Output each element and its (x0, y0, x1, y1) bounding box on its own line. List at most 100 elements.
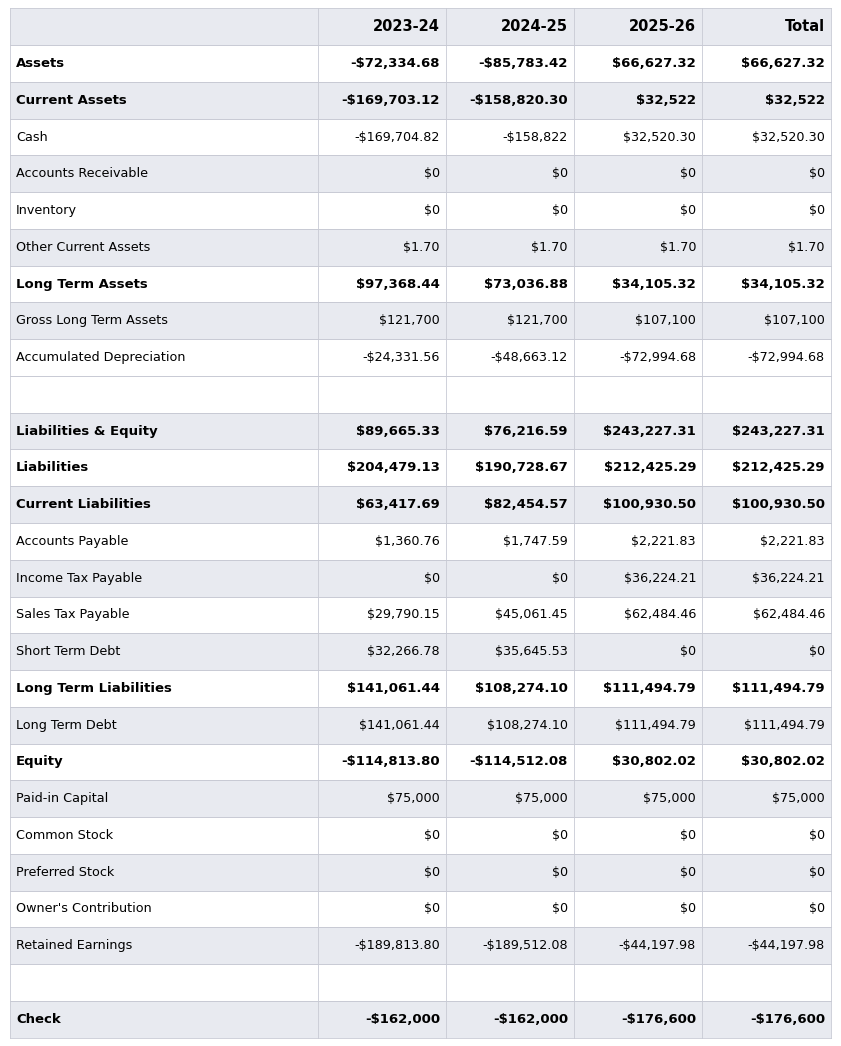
Text: $32,266.78: $32,266.78 (368, 645, 440, 658)
Bar (10, 486, 831, 523)
Bar (10, 596, 831, 633)
Text: $243,227.31: $243,227.31 (603, 425, 696, 437)
Text: $35,645.53: $35,645.53 (495, 645, 568, 658)
Text: Preferred Stock: Preferred Stock (16, 866, 114, 879)
Text: $0: $0 (680, 204, 696, 217)
Text: $111,494.79: $111,494.79 (603, 682, 696, 695)
Bar (10, 156, 831, 192)
Text: $0: $0 (424, 167, 440, 180)
Text: $75,000: $75,000 (387, 792, 440, 805)
Text: $0: $0 (809, 204, 825, 217)
Bar (10, 450, 831, 486)
Text: $0: $0 (809, 645, 825, 658)
Text: -$114,512.08: -$114,512.08 (469, 755, 568, 769)
Text: Assets: Assets (16, 58, 66, 70)
Text: $82,454.57: $82,454.57 (484, 498, 568, 511)
Text: $0: $0 (680, 829, 696, 842)
Text: $32,520.30: $32,520.30 (623, 131, 696, 143)
Text: -$189,512.08: -$189,512.08 (483, 939, 568, 952)
Bar (10, 1001, 831, 1038)
Bar (10, 670, 831, 707)
Text: $1,360.76: $1,360.76 (375, 535, 440, 548)
Text: -$158,820.30: -$158,820.30 (469, 94, 568, 107)
Bar (10, 266, 831, 302)
Text: $89,665.33: $89,665.33 (356, 425, 440, 437)
Text: -$44,197.98: -$44,197.98 (748, 939, 825, 952)
Text: $100,930.50: $100,930.50 (603, 498, 696, 511)
Bar (10, 890, 831, 928)
Text: $75,000: $75,000 (516, 792, 568, 805)
Text: 2024-25: 2024-25 (501, 19, 568, 35)
Text: -$44,197.98: -$44,197.98 (619, 939, 696, 952)
Text: $121,700: $121,700 (379, 315, 440, 327)
Text: $0: $0 (680, 645, 696, 658)
Text: $1.70: $1.70 (404, 241, 440, 254)
Text: Owner's Contribution: Owner's Contribution (16, 903, 152, 915)
Text: $111,494.79: $111,494.79 (733, 682, 825, 695)
Text: Liabilities & Equity: Liabilities & Equity (16, 425, 158, 437)
Bar (10, 523, 831, 560)
Text: -$176,600: -$176,600 (750, 1013, 825, 1026)
Text: Income Tax Payable: Income Tax Payable (16, 572, 142, 585)
Text: $63,417.69: $63,417.69 (357, 498, 440, 511)
Bar (10, 82, 831, 118)
Text: -$48,663.12: -$48,663.12 (491, 351, 568, 364)
Text: $141,061.44: $141,061.44 (347, 682, 440, 695)
Text: -$169,704.82: -$169,704.82 (355, 131, 440, 143)
Bar (10, 633, 831, 670)
Text: $0: $0 (809, 829, 825, 842)
Bar (10, 964, 831, 1001)
Text: $2,221.83: $2,221.83 (760, 535, 825, 548)
Bar (10, 45, 831, 82)
Text: -$72,994.68: -$72,994.68 (748, 351, 825, 364)
Bar (10, 339, 831, 376)
Text: Equity: Equity (16, 755, 64, 769)
Text: -$72,994.68: -$72,994.68 (619, 351, 696, 364)
Text: Check: Check (16, 1013, 61, 1026)
Bar (10, 707, 831, 744)
Text: Liabilities: Liabilities (16, 461, 89, 474)
Text: $32,522: $32,522 (636, 94, 696, 107)
Text: $0: $0 (424, 204, 440, 217)
Text: $0: $0 (424, 829, 440, 842)
Text: -$114,813.80: -$114,813.80 (341, 755, 440, 769)
Text: $0: $0 (809, 167, 825, 180)
Text: $1.70: $1.70 (659, 241, 696, 254)
Bar (10, 118, 831, 156)
Bar (10, 817, 831, 854)
Text: $107,100: $107,100 (764, 315, 825, 327)
Text: Long Term Debt: Long Term Debt (16, 719, 117, 731)
Text: $100,930.50: $100,930.50 (732, 498, 825, 511)
Text: $0: $0 (552, 866, 568, 879)
Text: 2025-26: 2025-26 (629, 19, 696, 35)
Text: $0: $0 (424, 572, 440, 585)
Text: -$176,600: -$176,600 (621, 1013, 696, 1026)
Text: $75,000: $75,000 (643, 792, 696, 805)
Text: $141,061.44: $141,061.44 (359, 719, 440, 731)
Text: $45,061.45: $45,061.45 (495, 609, 568, 621)
Text: $73,036.88: $73,036.88 (484, 277, 568, 291)
Text: Total: Total (785, 19, 825, 35)
Text: Inventory: Inventory (16, 204, 77, 217)
Bar (10, 744, 831, 780)
Bar (10, 192, 831, 229)
Text: $107,100: $107,100 (635, 315, 696, 327)
Text: Accumulated Depreciation: Accumulated Depreciation (16, 351, 186, 364)
Bar (10, 854, 831, 890)
Text: $30,802.02: $30,802.02 (612, 755, 696, 769)
Text: -$158,822: -$158,822 (503, 131, 568, 143)
Text: $1.70: $1.70 (788, 241, 825, 254)
Text: $62,484.46: $62,484.46 (753, 609, 825, 621)
Text: $121,700: $121,700 (507, 315, 568, 327)
Text: $62,484.46: $62,484.46 (624, 609, 696, 621)
Text: $111,494.79: $111,494.79 (616, 719, 696, 731)
Text: Long Term Liabilities: Long Term Liabilities (16, 682, 172, 695)
Text: -$162,000: -$162,000 (493, 1013, 568, 1026)
Text: Cash: Cash (16, 131, 48, 143)
Text: -$85,783.42: -$85,783.42 (479, 58, 568, 70)
Text: $66,627.32: $66,627.32 (741, 58, 825, 70)
Text: $32,520.30: $32,520.30 (752, 131, 825, 143)
Bar (10, 8, 831, 45)
Text: $36,224.21: $36,224.21 (753, 572, 825, 585)
Text: $0: $0 (552, 903, 568, 915)
